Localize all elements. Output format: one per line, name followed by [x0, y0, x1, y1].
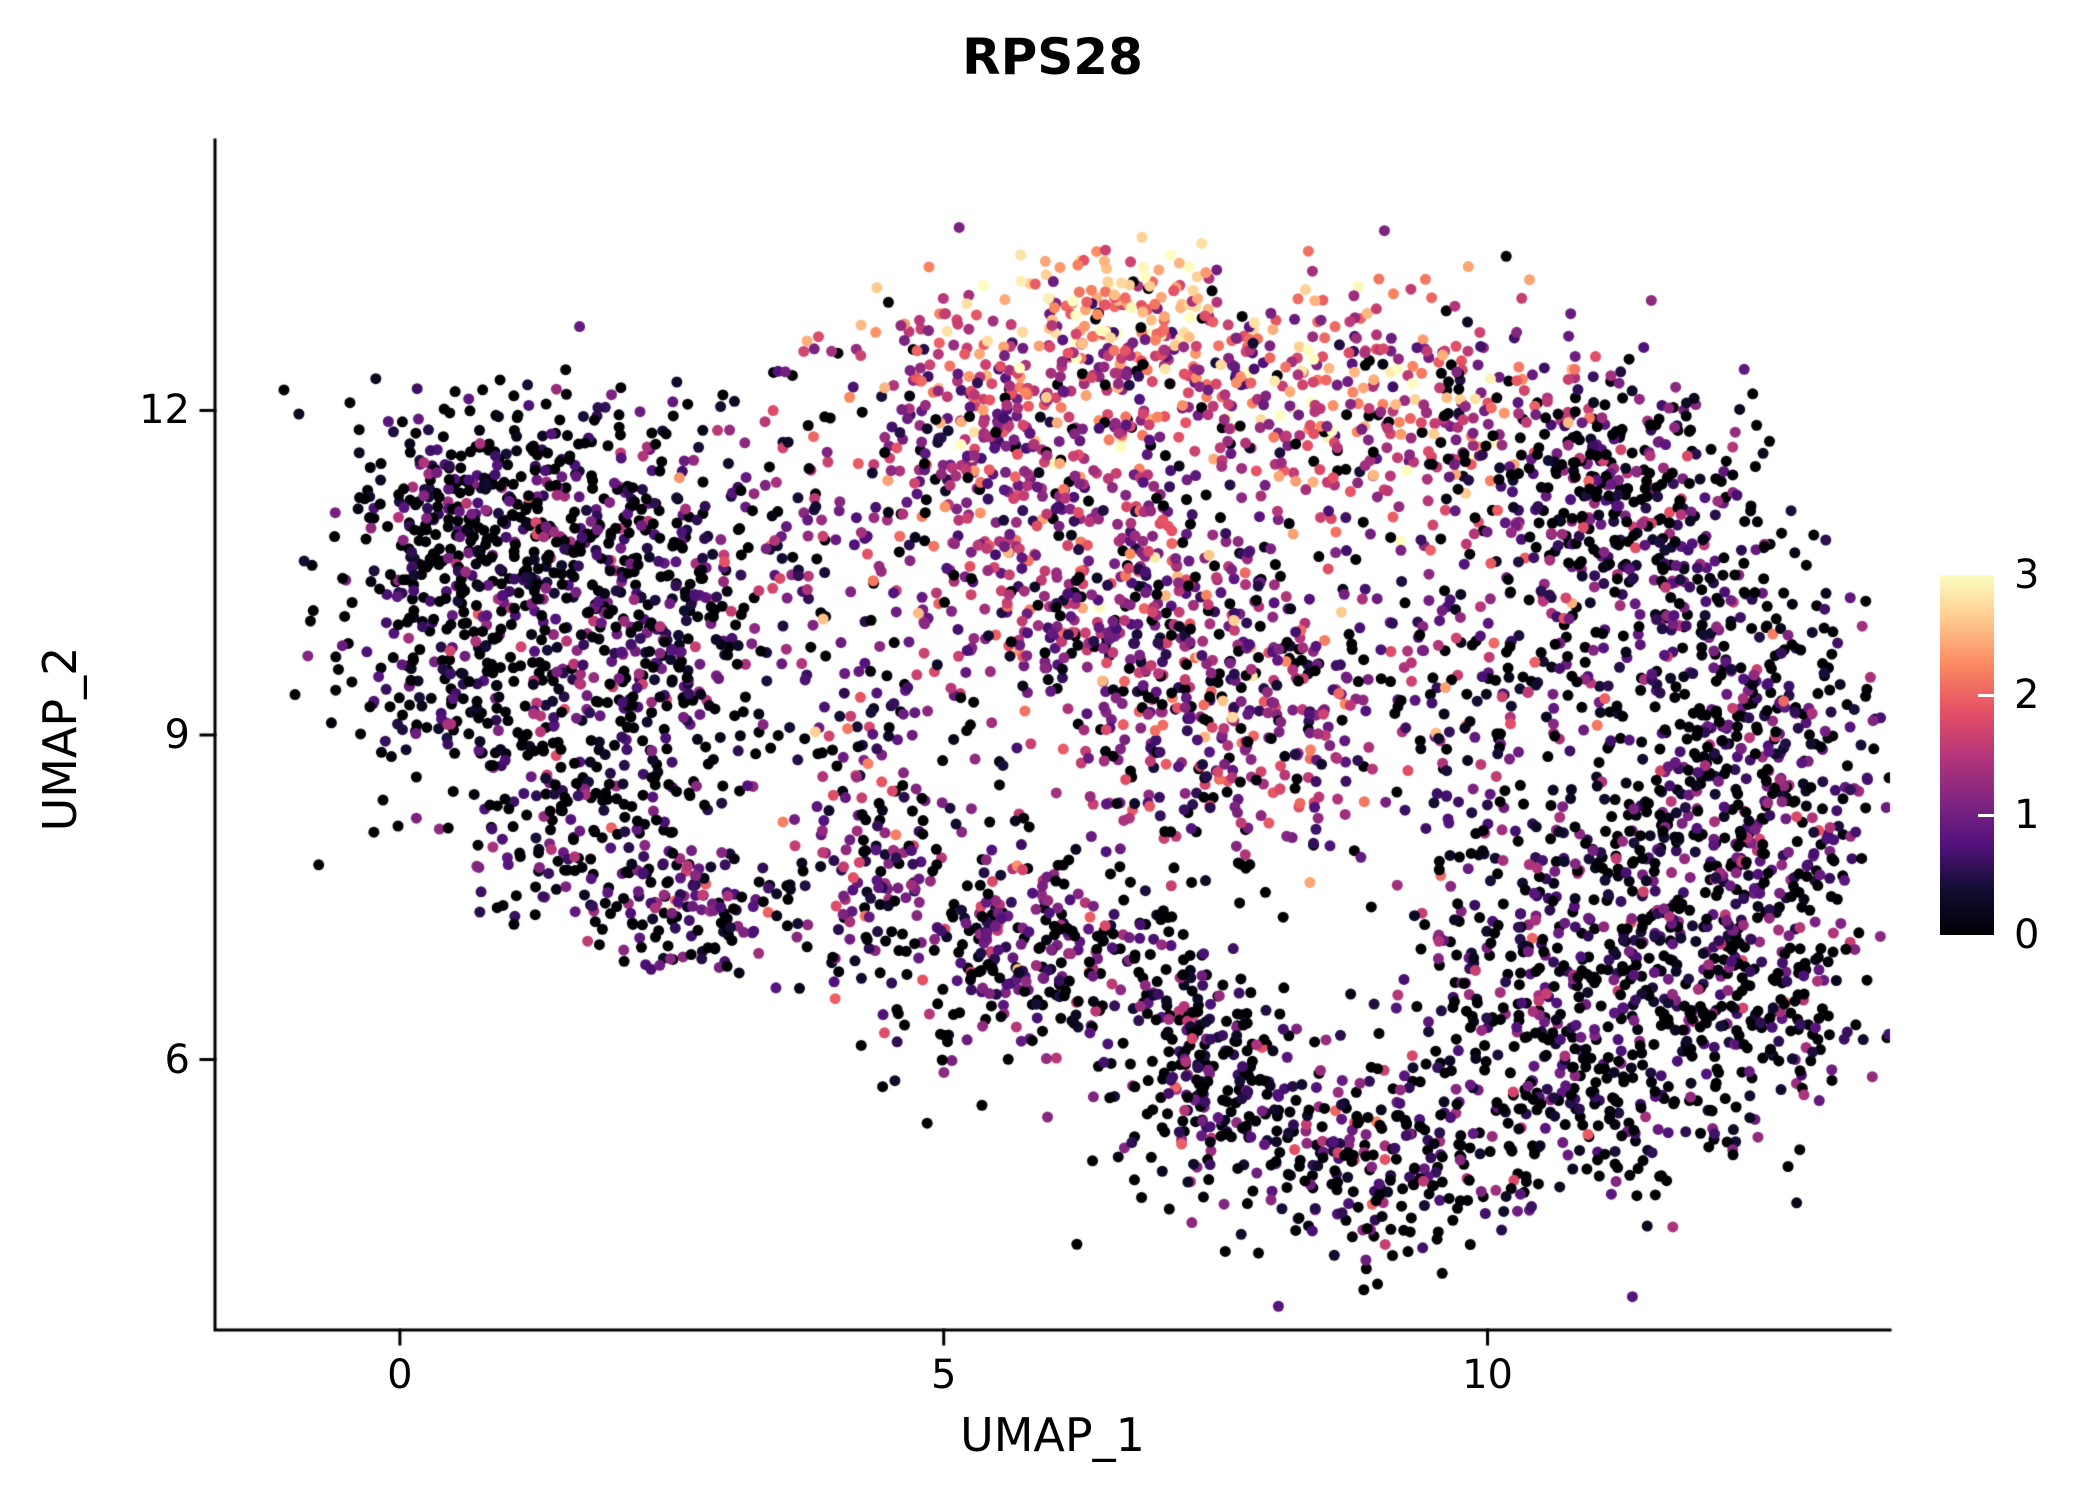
y-tick-label-12: 12 — [139, 387, 190, 434]
colorbar-label-1: 1 — [2014, 792, 2040, 838]
x-tick-label-10: 10 — [1462, 1352, 1514, 1398]
y-axis-label: UMAP_2 — [33, 646, 87, 832]
chart-title: RPS28 — [962, 28, 1143, 86]
expression-colorbar — [1940, 575, 1994, 935]
colorbar-tick-1 — [1978, 813, 1994, 817]
colorbar-label-3: 3 — [2014, 552, 2040, 598]
y-tick-label-9: 9 — [164, 712, 190, 758]
x-tick-label-0: 0 — [387, 1352, 413, 1398]
x-tick-label-5: 5 — [930, 1352, 957, 1398]
y-tick-label-6: 6 — [164, 1036, 190, 1083]
colorbar-label-2: 2 — [2014, 672, 2040, 718]
colorbar-label-0: 0 — [2014, 912, 2040, 958]
x-axis-label: UMAP_1 — [960, 1408, 1145, 1462]
colorbar-tick-2 — [1978, 693, 1994, 697]
